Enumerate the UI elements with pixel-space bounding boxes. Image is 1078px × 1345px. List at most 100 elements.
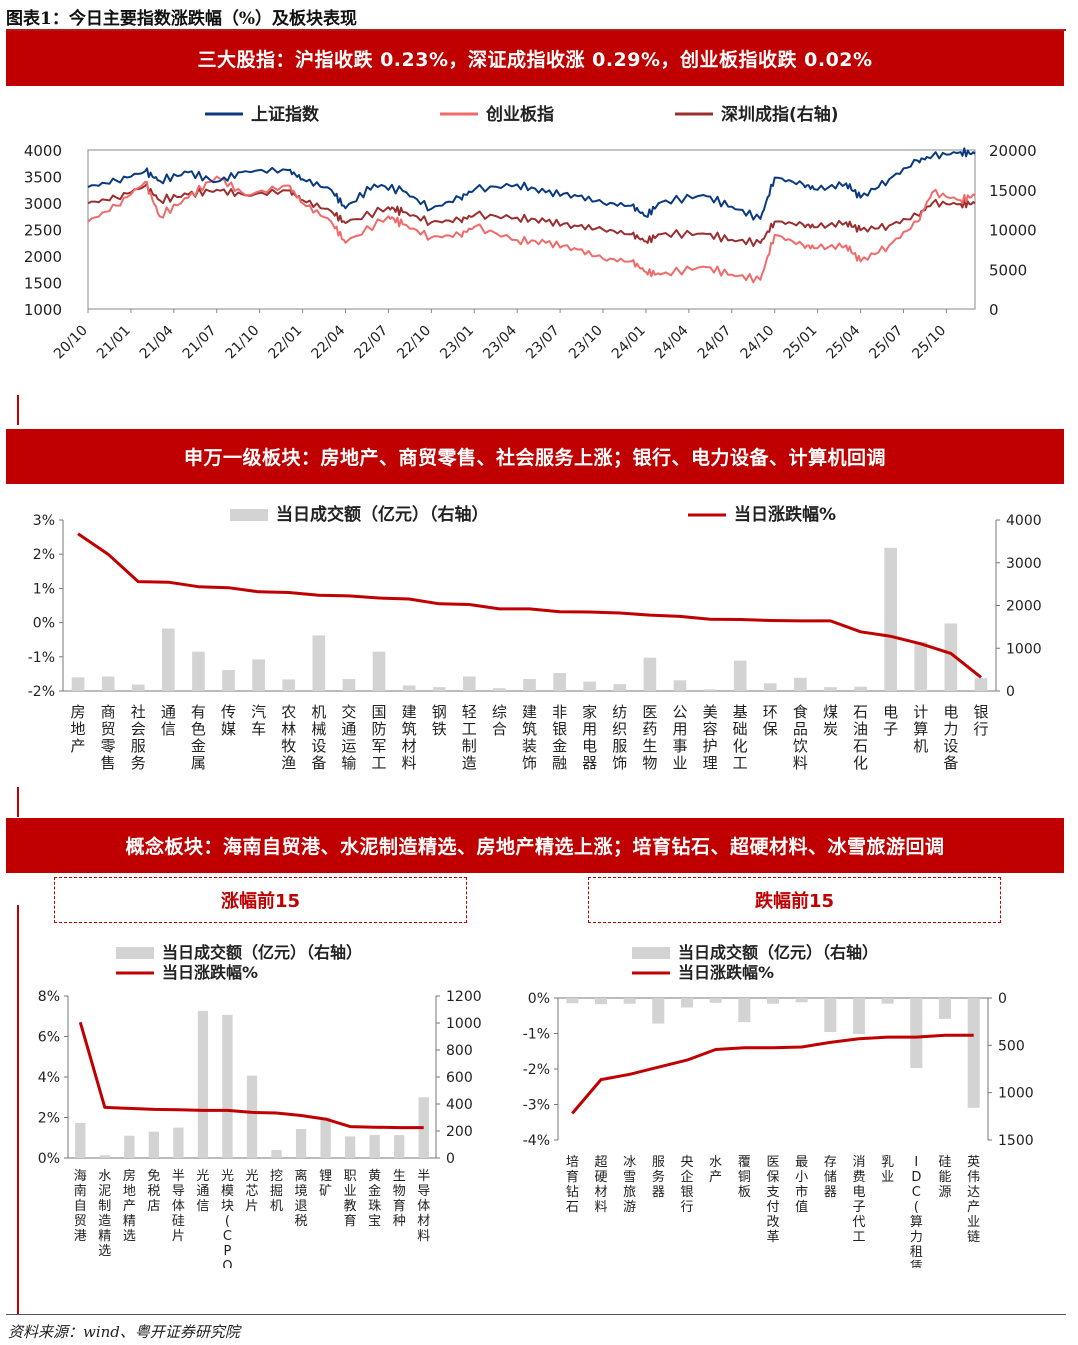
y-right-tick-label: 10000 (989, 222, 1037, 240)
svg-text:纺: 纺 (612, 703, 627, 721)
legend-label: 上证指数 (251, 104, 320, 125)
svg-text:钢: 钢 (432, 703, 447, 721)
svg-text:油: 油 (853, 720, 868, 738)
legend-swatch-bar (632, 947, 670, 959)
svg-text:黄: 黄 (368, 1169, 381, 1184)
change-line (77, 532, 982, 679)
svg-text:钻: 钻 (566, 1185, 579, 1200)
turnover-bar (881, 998, 894, 1004)
svg-text:炭: 炭 (823, 720, 838, 738)
svg-text:理: 理 (703, 754, 718, 772)
y-right-tick-label: 5000 (989, 261, 1027, 279)
svg-text:传: 传 (221, 703, 236, 721)
svg-text:务: 务 (131, 754, 146, 772)
x-tick-label: 21/10 (223, 323, 263, 363)
legend-label: 当日涨跌幅% (734, 504, 836, 525)
svg-text:掘: 掘 (270, 1184, 283, 1199)
svg-text:有: 有 (191, 703, 206, 721)
svg-text:工: 工 (372, 754, 387, 772)
svg-text:银: 银 (680, 1185, 693, 1200)
svg-text:化: 化 (733, 737, 748, 755)
svg-text:机: 机 (311, 703, 326, 721)
turnover-bar (418, 1097, 429, 1158)
svg-text:造: 造 (98, 1214, 111, 1229)
category-label: 传媒 (221, 703, 236, 738)
svg-text:保: 保 (766, 1170, 779, 1185)
y-left-tick-label: -3% (523, 1098, 550, 1114)
svg-text:税: 税 (295, 1214, 308, 1229)
svg-text:模: 模 (221, 1184, 234, 1199)
svg-text:业: 业 (967, 1215, 980, 1230)
change-line (78, 1021, 424, 1130)
y-left-tick-label: 1% (33, 581, 55, 597)
turnover-bar (295, 1128, 307, 1158)
svg-text:半: 半 (172, 1169, 185, 1184)
svg-text:行: 行 (973, 720, 988, 738)
turnover-bar (824, 687, 837, 691)
svg-text:零: 零 (101, 737, 116, 755)
svg-text:游: 游 (623, 1200, 636, 1215)
svg-text:泥: 泥 (98, 1184, 111, 1199)
turnover-bar (312, 635, 326, 691)
turnover-bar (131, 684, 145, 691)
y-left-tick-label: -2% (523, 1062, 550, 1078)
turnover-bar (124, 1135, 135, 1158)
svg-text:块: 块 (221, 1199, 234, 1214)
svg-text:地: 地 (71, 720, 86, 738)
x-tick-label: 21/07 (180, 323, 220, 363)
turnover-bar (738, 998, 751, 1023)
svg-text:(: ( (914, 1200, 919, 1215)
top15-gainers-label: 涨幅前15 (54, 877, 467, 923)
turnover-bar (344, 1136, 356, 1158)
turnover-bar (854, 686, 867, 691)
y-right-tick-label: 15000 (989, 182, 1037, 200)
svg-text:精: 精 (98, 1229, 111, 1244)
svg-text:体: 体 (172, 1199, 185, 1214)
svg-text:属: 属 (191, 754, 206, 772)
legend-label: 当日成交额（亿元）（右轴） (162, 943, 362, 962)
category-label: 环保 (763, 703, 778, 738)
concept-summary-banner: 概念板块：海南自贸港、水泥制造精选、房地产精选上涨；培育钻石、超硬材料、冰雪旅游… (6, 818, 1064, 873)
svg-text:信: 信 (196, 1199, 209, 1214)
svg-text:港: 港 (74, 1229, 87, 1244)
turnover-bar (222, 1014, 233, 1158)
turnover-bar (402, 685, 416, 691)
y-right-tick-label: 0 (998, 991, 1007, 1007)
svg-text:业: 业 (344, 1184, 357, 1199)
x-tick-label: 21/04 (137, 322, 177, 362)
svg-text:器: 器 (582, 754, 597, 772)
x-tick-label: 22/07 (351, 323, 391, 363)
svg-text:种: 种 (393, 1214, 406, 1229)
svg-text:筑: 筑 (402, 720, 417, 738)
svg-text:工: 工 (733, 754, 748, 772)
svg-text:珠: 珠 (368, 1199, 381, 1214)
svg-text:育: 育 (393, 1198, 406, 1214)
turnover-bar (282, 679, 296, 691)
svg-text:体: 体 (417, 1199, 430, 1214)
svg-text:色: 色 (191, 720, 206, 738)
svg-text:用: 用 (582, 720, 597, 738)
turnover-bar (162, 628, 175, 691)
y-left-tick-label: 2000 (24, 248, 62, 266)
turnover-bar (148, 1131, 160, 1158)
turnover-bar (342, 679, 356, 691)
turnover-bar (944, 623, 958, 691)
category-label: 锂矿 (319, 1169, 332, 1199)
y-left-tick-label: 6% (38, 1030, 60, 1046)
category-label: 培育钻石 (566, 1154, 579, 1215)
svg-text:金: 金 (191, 737, 206, 755)
svg-text:链: 链 (967, 1230, 980, 1245)
turnover-bar (613, 684, 627, 691)
svg-text:贸: 贸 (101, 720, 116, 738)
svg-text:力: 力 (910, 1230, 923, 1245)
svg-text:国: 国 (372, 703, 387, 721)
svg-text:材: 材 (594, 1185, 607, 1200)
svg-text:革: 革 (766, 1230, 779, 1245)
x-tick-label: 23/07 (523, 323, 563, 363)
turnover-bar (99, 1155, 110, 1158)
svg-text:南: 南 (74, 1183, 87, 1199)
turnover-bar (967, 998, 980, 1108)
